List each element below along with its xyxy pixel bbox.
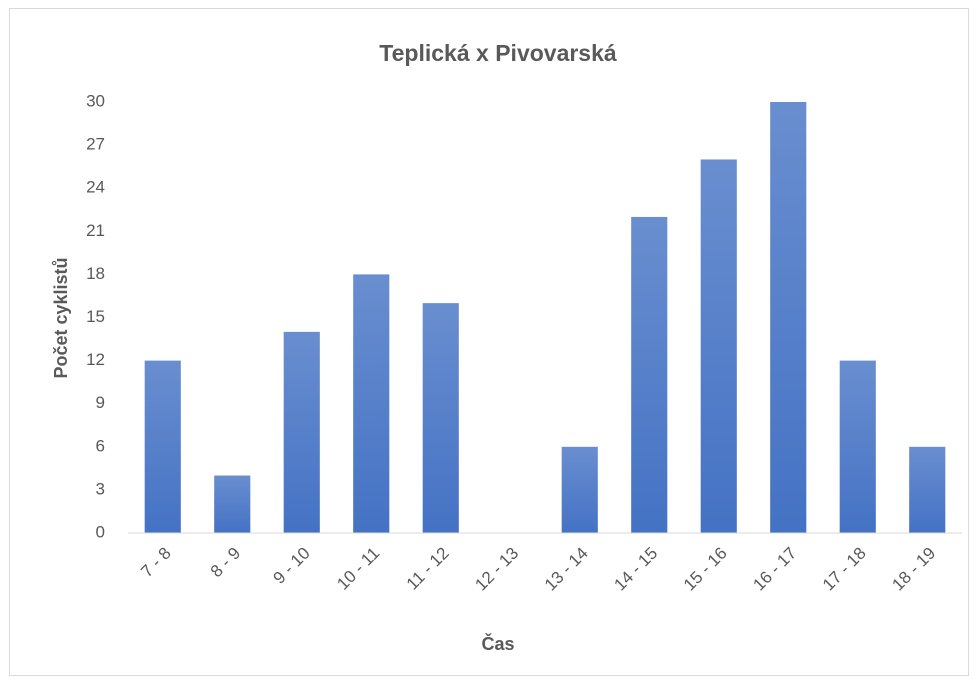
bar xyxy=(422,303,459,533)
y-tick-label: 0 xyxy=(96,522,105,541)
bar xyxy=(214,475,251,533)
bar xyxy=(631,216,668,533)
bar xyxy=(561,446,598,533)
bar xyxy=(144,360,181,533)
y-tick-label: 3 xyxy=(96,479,105,498)
y-tick-label: 9 xyxy=(96,393,105,412)
chart-title: Teplická x Pivovarská xyxy=(379,40,617,66)
bar xyxy=(770,102,807,533)
y-tick-label: 24 xyxy=(86,178,105,197)
x-axis-title: Čas xyxy=(481,633,514,654)
bar xyxy=(909,446,946,533)
chart-border xyxy=(9,8,969,676)
y-tick-label: 30 xyxy=(86,91,105,110)
y-tick-label: 18 xyxy=(86,264,105,283)
bar xyxy=(353,274,390,533)
y-tick-label: 15 xyxy=(86,307,105,326)
bar xyxy=(700,159,737,533)
y-tick-label: 27 xyxy=(86,135,105,154)
bar xyxy=(839,360,876,533)
y-tick-label: 12 xyxy=(86,350,105,369)
y-tick-label: 21 xyxy=(86,221,105,240)
y-tick-label: 6 xyxy=(96,436,105,455)
y-axis-title: Počet cyklistů xyxy=(51,257,71,378)
bar xyxy=(283,331,320,533)
